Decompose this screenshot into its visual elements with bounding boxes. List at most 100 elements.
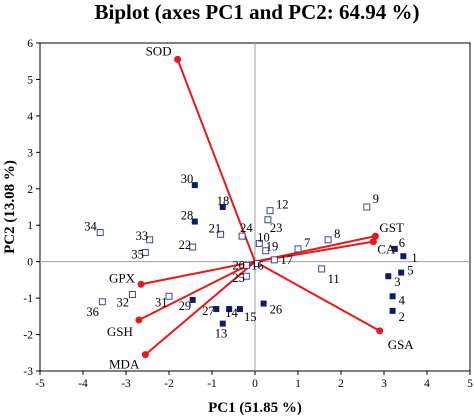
vector-label-sod: SOD	[146, 43, 172, 58]
vector-gsh	[138, 260, 256, 321]
observation-label-6: 6	[399, 236, 405, 250]
x-tick-label: 5	[467, 378, 473, 390]
x-tick-label: -3	[121, 378, 131, 390]
observation-marker-11	[318, 265, 326, 273]
y-tick-label: -1	[23, 293, 33, 305]
observation-label-29: 29	[179, 299, 192, 313]
y-tick-label: 2	[27, 184, 33, 196]
observation-marker-17	[270, 256, 278, 264]
observation-marker-23	[264, 216, 272, 224]
observation-marker-8	[324, 236, 332, 244]
x-tick-label: 4	[424, 378, 430, 390]
vector-label-gsh: GSH	[107, 324, 133, 339]
observation-marker-16	[253, 259, 261, 267]
observation-label-25: 25	[232, 271, 245, 285]
observation-marker-34	[96, 229, 104, 237]
observation-label-9: 9	[373, 192, 379, 206]
observation-label-32: 32	[116, 295, 129, 309]
observation-label-7: 7	[304, 236, 310, 250]
vector-tip-sod	[174, 55, 182, 63]
x-tick-label: 2	[338, 378, 344, 390]
observation-marker-27	[213, 306, 220, 313]
vector-tip-ca	[369, 238, 377, 246]
observation-marker-20	[242, 261, 250, 269]
observation-marker-28	[191, 218, 198, 225]
observation-marker-15	[236, 306, 243, 313]
observation-marker-7	[294, 245, 302, 253]
observation-label-12: 12	[276, 198, 289, 212]
observation-label-1: 1	[411, 251, 417, 265]
y-tick-label: 5	[27, 74, 33, 86]
observation-label-31: 31	[155, 295, 168, 309]
x-axis-title: PC1 (51.85 %)	[208, 400, 302, 416]
observation-marker-12	[266, 207, 274, 215]
vector-label-mda: MDA	[109, 357, 140, 372]
vector-tip-gpx	[137, 280, 145, 288]
vector-tip-mda	[141, 351, 149, 359]
observation-label-30: 30	[181, 172, 194, 186]
observation-marker-21	[217, 230, 225, 238]
observation-marker-9	[363, 203, 371, 211]
x-tick-label: 0	[252, 378, 258, 390]
observation-marker-13	[219, 320, 226, 327]
observation-marker-4	[389, 293, 396, 300]
vector-label-gpx: GPX	[109, 270, 136, 285]
observation-label-14: 14	[225, 306, 238, 320]
y-tick-label: 4	[27, 111, 33, 123]
observation-marker-31	[165, 292, 173, 300]
observation-label-27: 27	[202, 304, 215, 318]
observation-marker-32	[128, 290, 136, 298]
observation-label-28: 28	[181, 209, 194, 223]
observation-label-26: 26	[270, 303, 283, 317]
observation-label-15: 15	[244, 310, 257, 324]
observation-marker-30	[191, 182, 198, 189]
vector-gsa	[254, 260, 381, 332]
observation-marker-26	[260, 300, 267, 307]
observation-marker-14	[226, 306, 233, 313]
observation-marker-18	[219, 204, 226, 210]
observation-marker-25	[242, 272, 250, 280]
observation-label-17: 17	[280, 253, 293, 267]
observation-marker-3	[385, 273, 392, 280]
x-tick-label: -2	[164, 378, 174, 390]
observation-marker-19	[262, 247, 270, 255]
observation-label-5: 5	[407, 264, 413, 278]
x-tick-label: -5	[35, 378, 45, 390]
observation-label-2: 2	[399, 310, 405, 324]
observation-marker-24	[238, 232, 246, 240]
observation-marker-5	[398, 269, 405, 276]
vector-gpx	[140, 260, 256, 286]
observation-label-20: 20	[232, 258, 245, 272]
variable-vectors: SOD GST CA GPX GSH MDA GSA	[107, 43, 414, 371]
observation-marker-35	[141, 249, 149, 257]
observation-label-35: 35	[131, 248, 144, 262]
observation-marker-22	[189, 243, 197, 251]
vector-tip-gst	[371, 232, 379, 240]
observation-marker-1	[400, 253, 407, 260]
observation-label-18: 18	[217, 194, 230, 208]
observation-label-24: 24	[240, 221, 253, 235]
observation-marker-36	[98, 298, 106, 306]
observation-label-21: 21	[209, 221, 222, 235]
y-tick-label: 3	[27, 147, 33, 159]
vector-tip-gsh	[135, 316, 143, 324]
observation-marker-2	[389, 307, 396, 314]
observation-label-8: 8	[334, 227, 340, 241]
y-tick-label: 1	[27, 220, 33, 232]
vector-sod	[176, 59, 256, 263]
x-tick-label: 3	[381, 378, 387, 390]
vector-label-gst: GST	[379, 220, 404, 235]
observation-marker-29	[189, 296, 196, 303]
vector-label-ca: CA	[377, 242, 396, 257]
x-tick-label: -4	[78, 378, 88, 390]
observation-label-13: 13	[215, 327, 228, 341]
y-tick-label: 0	[27, 257, 33, 269]
vector-tip-gsa	[376, 327, 384, 335]
observation-label-36: 36	[86, 305, 99, 319]
observation-label-4: 4	[399, 293, 406, 307]
observation-label-3: 3	[394, 275, 400, 289]
